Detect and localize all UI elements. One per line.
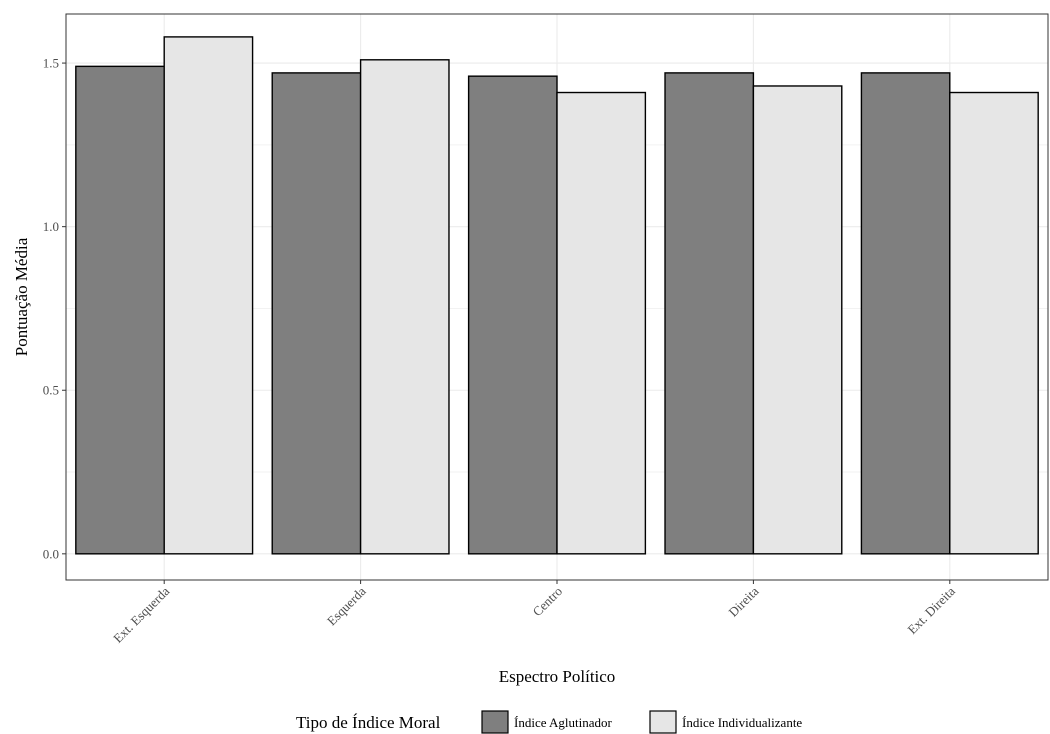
x-tick-label: Ext. Esquerda [110, 583, 172, 645]
legend-label: Índice Individualizante [682, 715, 802, 730]
x-tick-label: Direita [725, 583, 761, 619]
bar [860, 72, 951, 555]
bar [752, 85, 843, 555]
bar [664, 72, 755, 555]
legend-title: Tipo de Índice Moral [296, 713, 441, 732]
x-tick-label: Ext. Direita [904, 583, 958, 637]
legend: Tipo de Índice Moral Índice Aglutinador Í… [296, 710, 802, 734]
y-tick-label: 0.5 [43, 383, 59, 398]
y-axis: 0.0 0.5 1.0 1.5 [43, 56, 66, 561]
bar [359, 59, 450, 555]
bars [75, 36, 1039, 555]
legend-key [481, 710, 509, 734]
legend-label: Índice Aglutinador [514, 715, 613, 730]
x-axis: Ext. Esquerda Esquerda Centro Direita Ext. D… [110, 580, 958, 646]
y-tick-label: 1.0 [43, 219, 59, 234]
bar [949, 91, 1039, 555]
legend-key [649, 710, 677, 734]
y-axis-title: Pontuação Média [12, 237, 31, 356]
y-tick-label: 0.0 [43, 546, 59, 561]
bar [467, 75, 558, 555]
bar [75, 65, 165, 555]
x-axis-title: Espectro Político [499, 667, 616, 686]
x-tick-label: Esquerda [324, 583, 369, 628]
x-tick-label: Centro [529, 584, 565, 620]
y-tick-label: 1.5 [43, 56, 59, 71]
bar [556, 91, 647, 555]
bar [163, 36, 254, 555]
bar [271, 72, 362, 555]
